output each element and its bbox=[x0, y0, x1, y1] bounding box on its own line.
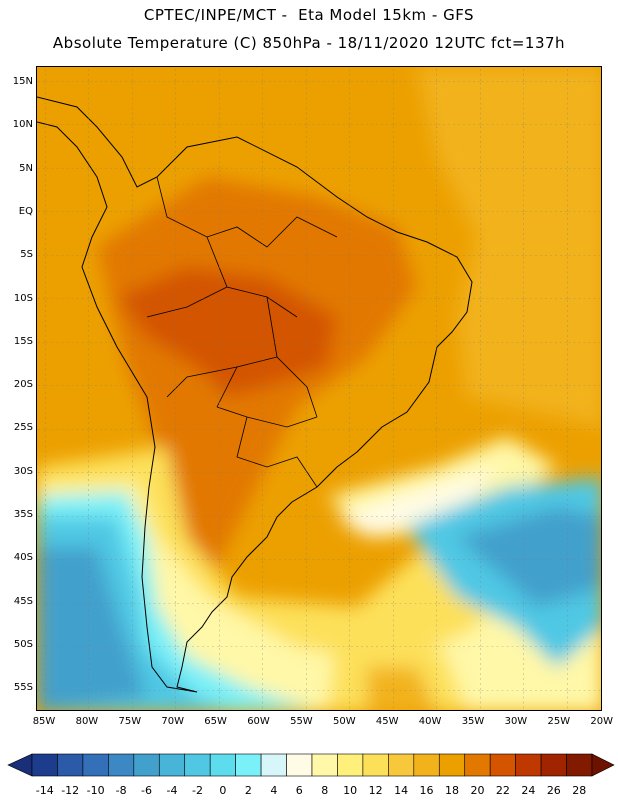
colorbar-swatch bbox=[235, 753, 262, 777]
colorbar-swatch bbox=[438, 753, 466, 777]
colorbar-tick-label: 8 bbox=[321, 784, 329, 797]
colorbar-swatch bbox=[57, 753, 84, 777]
latitude-label: 35S bbox=[13, 509, 33, 520]
longitude-label: 75W bbox=[118, 716, 142, 727]
colorbar-swatch bbox=[540, 753, 567, 777]
colorbar-swatch bbox=[362, 753, 389, 777]
colorbar-tick-label: 24 bbox=[521, 784, 536, 797]
map-title-line-1: CPTEC/INPE/MCT - Eta Model 15km - GFS bbox=[143, 6, 475, 24]
latitude-label: 50S bbox=[13, 638, 33, 650]
latitude-label: 10N bbox=[12, 119, 33, 131]
latitude-label: EQ bbox=[18, 205, 33, 217]
latitude-label: 45S bbox=[13, 595, 33, 607]
longitude-label: 45W bbox=[375, 716, 399, 727]
longitude-label: 60W bbox=[247, 716, 270, 727]
colorbar-tick-label: 6 bbox=[295, 784, 303, 797]
latitude-label: 30S bbox=[13, 465, 33, 477]
longitude-label: 70W bbox=[161, 716, 184, 727]
colorbar-swatch bbox=[158, 753, 186, 777]
colorbar-swatch bbox=[311, 753, 338, 777]
longitude-label: 50W bbox=[332, 716, 356, 727]
latitude-label: 20S bbox=[13, 379, 33, 391]
colorbar-tick-label: -10 bbox=[86, 784, 105, 797]
longitude-label: 30W bbox=[504, 716, 528, 727]
colorbar-swatch bbox=[209, 753, 236, 777]
latitude-label: 25S bbox=[13, 422, 33, 434]
colorbar-swatch bbox=[286, 753, 313, 777]
longitude-label: 80W bbox=[75, 716, 99, 727]
colorbar-tick-label: 14 bbox=[394, 784, 409, 797]
colorbar-tick-label: 2 bbox=[244, 784, 252, 797]
graticule bbox=[37, 67, 601, 710]
colorbar-tick-label: 12 bbox=[368, 784, 383, 797]
latitude-label: 55S bbox=[13, 682, 33, 694]
longitude-label: 85W bbox=[32, 716, 56, 727]
longitude-label: 65W bbox=[204, 716, 227, 727]
longitude-label: 20W bbox=[590, 716, 613, 727]
colorbar-tick-label: 10 bbox=[343, 784, 358, 797]
longitude-label: 35W bbox=[461, 716, 485, 727]
colorbar-swatch bbox=[31, 753, 58, 777]
latitude-label: 15N bbox=[12, 76, 33, 87]
temperature-field bbox=[37, 67, 601, 710]
colorbar-tick-label: 28 bbox=[572, 784, 587, 797]
colorbar bbox=[7, 753, 615, 777]
colorbar-tick-label: -8 bbox=[115, 784, 127, 797]
latitude-label: 5N bbox=[19, 162, 33, 174]
colorbar-tick-label: 16 bbox=[419, 784, 434, 797]
colorbar-tick-label: 22 bbox=[495, 784, 510, 797]
colorbar-tick-label: 20 bbox=[470, 784, 485, 797]
colorbar-tick-label: 26 bbox=[546, 784, 561, 797]
colorbar-tick-label: -14 bbox=[35, 784, 54, 797]
colorbar-tick-label: 18 bbox=[445, 784, 459, 797]
colorbar-swatch bbox=[260, 753, 287, 777]
colorbar-swatch bbox=[515, 753, 542, 777]
colorbar-swatch bbox=[133, 753, 160, 777]
colorbar-swatch bbox=[108, 753, 135, 777]
colorbar-min-arrow bbox=[7, 753, 33, 777]
colorbar-max-arrow bbox=[591, 753, 615, 777]
latitude-label: 10S bbox=[13, 292, 33, 304]
colorbar-swatch bbox=[337, 753, 364, 777]
longitude-label: 55W bbox=[290, 716, 313, 727]
colorbar-tick-label: 4 bbox=[270, 784, 278, 797]
colorbar-tick-label: -6 bbox=[141, 784, 153, 797]
colorbar-swatch bbox=[489, 753, 516, 777]
temperature-map bbox=[36, 66, 602, 711]
colorbar-tick-label: 0 bbox=[219, 784, 227, 797]
colorbar-swatch bbox=[388, 753, 415, 777]
colorbar-tick-label: -4 bbox=[166, 784, 178, 797]
colorbar-swatch bbox=[184, 753, 211, 777]
colorbar-tick-label: -2 bbox=[191, 784, 203, 797]
longitude-label: 40W bbox=[418, 716, 442, 727]
map-title-line-2: Absolute Temperature (C) 850hPa - 18/11/… bbox=[52, 34, 566, 52]
colorbar-swatch bbox=[413, 753, 440, 777]
colorbar-swatch bbox=[566, 753, 593, 777]
colorbar-tick-label: -12 bbox=[61, 784, 80, 797]
latitude-label: 5S bbox=[20, 249, 33, 261]
longitude-label: 25W bbox=[547, 716, 571, 727]
colorbar-swatch bbox=[464, 753, 491, 777]
latitude-label: 40S bbox=[13, 552, 33, 564]
latitude-label: 15S bbox=[13, 335, 33, 347]
colorbar-swatch bbox=[82, 753, 109, 777]
